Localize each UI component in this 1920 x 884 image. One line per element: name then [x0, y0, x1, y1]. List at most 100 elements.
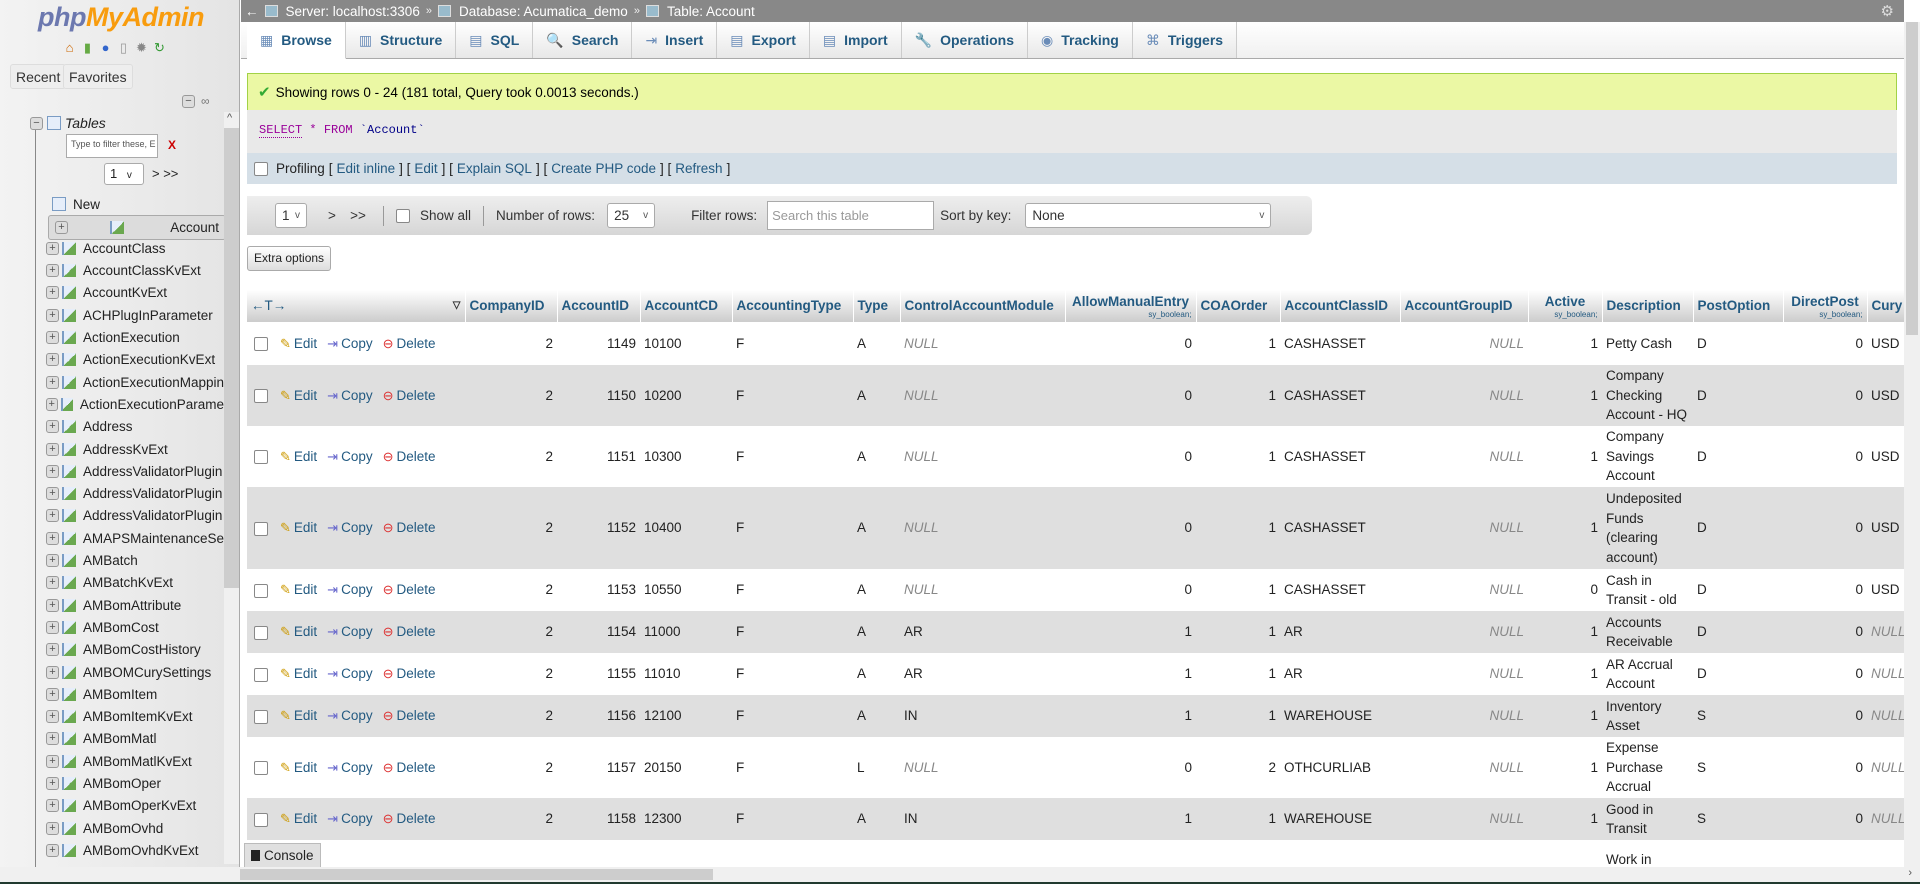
horizontal-scrollbar[interactable]: ›	[0, 867, 1920, 882]
cell-type[interactable]: A	[853, 798, 900, 840]
cell-accountgroupid[interactable]: NULL	[1400, 737, 1528, 798]
expand-icon[interactable]: +	[46, 576, 59, 590]
cell-type[interactable]: A	[853, 365, 900, 426]
cell-directpost[interactable]: 0	[1783, 426, 1867, 487]
cell-accountid[interactable]: 1157	[557, 737, 640, 798]
cell-directpost[interactable]: 0	[1783, 653, 1867, 695]
cell-accountclassid[interactable]	[1280, 840, 1400, 867]
cell-postoption[interactable]: S	[1693, 695, 1783, 737]
copy-row-link[interactable]: ⇥ Copy	[327, 334, 372, 354]
expand-icon[interactable]: +	[46, 710, 59, 724]
cell-type[interactable]: A	[853, 426, 900, 487]
sort-by-key-select[interactable]: None v	[1025, 203, 1272, 228]
cell-cury[interactable]: USD	[1867, 487, 1904, 569]
breadcrumb-server[interactable]: Server: localhost:3306	[285, 3, 420, 19]
expand-icon[interactable]: +	[46, 531, 59, 545]
cell-description[interactable]: Company Checking Account - HQ	[1602, 365, 1693, 426]
sidebar-item-table[interactable]: + AMBomOvhdKvExt	[46, 839, 224, 861]
cell-controlaccountmodule[interactable]: NULL	[900, 365, 1065, 426]
expand-icon[interactable]: +	[46, 620, 59, 634]
new-table-item[interactable]: New	[52, 193, 230, 215]
sidebar-item-table[interactable]: + ACHPlugInParameter	[46, 304, 224, 326]
cell-allowmanualentry[interactable]: 0	[1065, 569, 1196, 611]
sidebar-item-table[interactable]: + AMBOMCurySettings	[46, 661, 224, 683]
cell-accountid[interactable]	[557, 840, 640, 867]
cell-accountclassid[interactable]: AR	[1280, 653, 1400, 695]
cell-directpost[interactable]: 0	[1783, 798, 1867, 840]
sidebar-item-table[interactable]: + AMBomItem	[46, 683, 224, 705]
refresh-link[interactable]: Refresh	[675, 161, 723, 176]
cell-postoption[interactable]: D	[1693, 426, 1783, 487]
vertical-scrollbar[interactable]	[1904, 22, 1920, 867]
cell-controlaccountmodule[interactable]	[900, 840, 1065, 867]
cell-type[interactable]	[853, 840, 900, 867]
sidebar-item-table[interactable]: + AddressValidatorPlugin	[46, 505, 224, 527]
cell-coaorder[interactable]: 2	[1196, 737, 1280, 798]
expand-icon[interactable]: +	[46, 308, 59, 322]
edit-row-link[interactable]: ✎ Edit	[280, 664, 317, 684]
cell-postoption[interactable]: S	[1693, 737, 1783, 798]
cell-allowmanualentry[interactable]	[1065, 840, 1196, 867]
cell-accountid[interactable]: 1153	[557, 569, 640, 611]
sidebar-item-table[interactable]: + AMBomAttribute	[46, 594, 224, 616]
edit-link[interactable]: Edit	[414, 161, 438, 176]
edit-row-link[interactable]: ✎ Edit	[280, 758, 317, 778]
cell-allowmanualentry[interactable]: 0	[1065, 426, 1196, 487]
cell-coaorder[interactable]	[1196, 840, 1280, 867]
cell-accountgroupid[interactable]: NULL	[1400, 798, 1528, 840]
sidebar-item-table[interactable]: + AccountClass	[46, 237, 224, 259]
cell-controlaccountmodule[interactable]: NULL	[900, 322, 1065, 365]
delete-row-link[interactable]: ⊖ Delete	[383, 334, 436, 354]
clear-filter-button[interactable]: X	[168, 138, 177, 152]
column-header[interactable]: AccountClassID	[1280, 290, 1401, 322]
cell-postoption[interactable]: D	[1693, 569, 1783, 611]
cell-accountgroupid[interactable]: NULL	[1400, 426, 1528, 487]
cell-accountid[interactable]: 1158	[557, 798, 640, 840]
cell-cury[interactable]: NULL	[1867, 737, 1904, 798]
cell-accountclassid[interactable]: CASHASSET	[1280, 487, 1400, 569]
sidebar-item-table[interactable]: + AMBomCost	[46, 616, 224, 638]
cell-accountingtype[interactable]: F	[732, 737, 853, 798]
collapse-icon[interactable]: −	[30, 116, 43, 130]
cell-accountingtype[interactable]: F	[732, 365, 853, 426]
row-checkbox[interactable]	[254, 521, 268, 536]
collapse-all-icon[interactable]: −	[182, 95, 195, 108]
cell-cury[interactable]: USD	[1867, 322, 1904, 365]
sidebar-next-page[interactable]: > >>	[152, 166, 179, 181]
cell-companyid[interactable]: 2	[465, 653, 557, 695]
docs-icon[interactable]: ▯	[119, 40, 128, 55]
sql-select[interactable]: SELECT	[259, 123, 303, 138]
cell-allowmanualentry[interactable]: 0	[1065, 737, 1196, 798]
cell-cury[interactable]	[1867, 840, 1904, 867]
row-checkbox[interactable]	[254, 625, 268, 640]
cell-allowmanualentry[interactable]: 0	[1065, 487, 1196, 569]
expand-icon[interactable]: +	[46, 375, 59, 389]
cell-description[interactable]: Accounts Receivable	[1602, 611, 1693, 653]
expand-icon[interactable]: +	[46, 353, 59, 367]
last-page-button[interactable]: >>	[350, 208, 366, 223]
cell-accountgroupid[interactable]: NULL	[1400, 322, 1528, 365]
cell-controlaccountmodule[interactable]: AR	[900, 611, 1065, 653]
column-header[interactable]: AccountCD	[640, 290, 733, 322]
cell-companyid[interactable]	[465, 840, 557, 867]
cell-accountid[interactable]: 1152	[557, 487, 640, 569]
show-all-checkbox[interactable]	[396, 208, 410, 223]
sidebar-item-table[interactable]: + AccountClassKvExt	[46, 260, 224, 282]
back-arrow-icon[interactable]: ←	[245, 3, 259, 19]
cell-companyid[interactable]: 2	[465, 426, 557, 487]
expand-icon[interactable]: +	[46, 264, 59, 278]
delete-row-link[interactable]: ⊖ Delete	[383, 758, 436, 778]
cell-coaorder[interactable]: 1	[1196, 611, 1280, 653]
cell-accountclassid[interactable]: WAREHOUSE	[1280, 798, 1400, 840]
cell-description[interactable]: Expense Purchase Accrual	[1602, 737, 1693, 798]
cell-allowmanualentry[interactable]: 0	[1065, 322, 1196, 365]
sidebar-item-table[interactable]: + AMBomMatlKvExt	[46, 750, 224, 772]
expand-icon[interactable]: +	[46, 843, 59, 857]
cell-active[interactable]: 1	[1528, 695, 1602, 737]
cell-accountid[interactable]: 1151	[557, 426, 640, 487]
expand-icon[interactable]: +	[46, 487, 59, 501]
cell-directpost[interactable]: 0	[1783, 322, 1867, 365]
cell-companyid[interactable]: 2	[465, 487, 557, 569]
expand-icon[interactable]: +	[46, 554, 59, 567]
cell-description[interactable]: AR Accrual Account	[1602, 653, 1693, 695]
